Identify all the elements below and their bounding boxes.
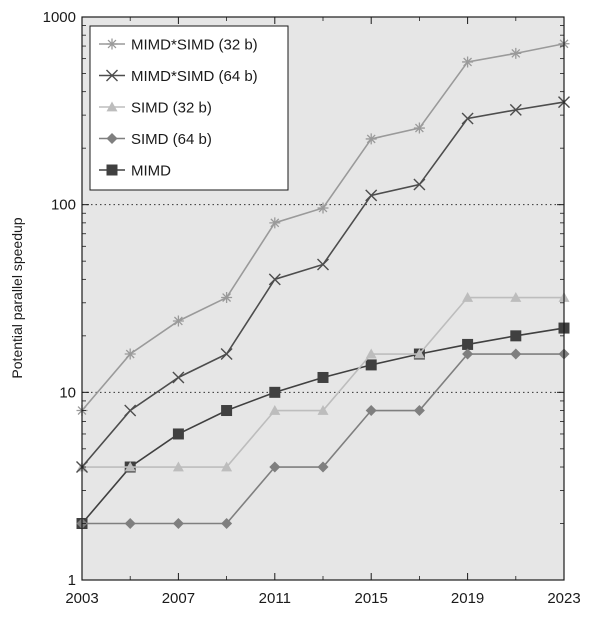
data-point	[172, 315, 184, 327]
data-point	[268, 273, 281, 286]
data-point	[124, 461, 136, 472]
data-point	[317, 405, 329, 415]
data-point	[172, 461, 184, 472]
data-point	[510, 47, 522, 59]
legend-label: MIMD*SIMD (64 b)	[131, 68, 258, 85]
data-point	[317, 371, 329, 383]
data-point	[462, 338, 474, 350]
legend-marker	[106, 101, 118, 112]
data-point	[221, 461, 233, 472]
data-point	[365, 405, 377, 417]
data-point	[172, 371, 185, 384]
data-point	[269, 405, 281, 415]
data-point	[510, 292, 522, 302]
series-4	[76, 348, 570, 530]
data-point	[221, 292, 233, 304]
data-point	[124, 404, 137, 417]
data-point	[317, 202, 329, 214]
legend-item: MIMD*SIMD (64 b)	[99, 68, 258, 85]
x-tick-label: 2019	[451, 590, 484, 607]
legend-marker	[106, 133, 118, 144]
x-tick-labels: 2003 2007 2011 2015 2019 2023	[65, 590, 580, 607]
data-point	[365, 359, 377, 371]
legend-item: SIMD (32 b)	[99, 100, 212, 117]
legend-marker	[106, 69, 118, 82]
data-point	[462, 56, 474, 68]
legend-label: SIMD (32 b)	[131, 100, 212, 117]
series-2	[76, 96, 570, 474]
grid-lines	[82, 204, 564, 393]
data-point	[221, 405, 233, 417]
data-point	[365, 348, 377, 359]
legend-label: MIMD	[131, 163, 171, 180]
x-tick-label: 2007	[162, 590, 195, 607]
data-point	[124, 518, 136, 530]
x-tick-label: 2003	[65, 590, 98, 607]
data-point	[172, 518, 184, 530]
x-tick-label: 2023	[547, 590, 580, 607]
data-point	[124, 348, 136, 360]
data-point	[413, 405, 425, 417]
data-point	[462, 292, 474, 302]
data-point	[317, 461, 329, 473]
x-tick-label: 2015	[355, 590, 388, 607]
y-axis-label: Potential parallel speedup	[9, 217, 25, 378]
data-point	[220, 348, 233, 361]
data-point	[462, 348, 474, 360]
y-tick-label: 100	[51, 197, 76, 214]
legend-item: MIMD*SIMD (32 b)	[99, 37, 258, 54]
x-tick-label: 2011	[259, 590, 291, 607]
tick-marks	[81, 16, 565, 581]
data-point	[317, 258, 329, 271]
data-point	[510, 348, 522, 360]
legend-item: MIMD	[99, 163, 171, 180]
data-point	[172, 428, 184, 440]
y-tick-label: 1	[68, 572, 76, 589]
data-point	[269, 217, 281, 229]
y-tick-label: 1000	[43, 9, 76, 26]
data-point	[269, 461, 281, 473]
legend-marker	[106, 164, 118, 176]
data-point	[365, 133, 377, 145]
legend-label: SIMD (64 b)	[131, 131, 212, 148]
data-point	[269, 386, 281, 398]
data-point	[461, 112, 474, 125]
y-tick-label: 10	[59, 384, 76, 401]
legend-marker	[106, 38, 118, 50]
data-point	[365, 189, 378, 202]
data-point	[509, 103, 522, 116]
legend: MIMD*SIMD (32 b) MIMD*SIMD (64 b) SIMD (32…	[89, 25, 289, 191]
data-point	[510, 330, 522, 342]
legend-box	[89, 25, 289, 191]
data-point	[413, 122, 425, 134]
data-point	[221, 518, 233, 530]
data-point	[413, 178, 426, 191]
y-tick-labels: 1 10 100 1000	[43, 9, 76, 589]
legend-item: SIMD (64 b)	[99, 131, 212, 148]
data-point	[413, 348, 425, 359]
legend-label: MIMD*SIMD (32 b)	[131, 37, 258, 54]
